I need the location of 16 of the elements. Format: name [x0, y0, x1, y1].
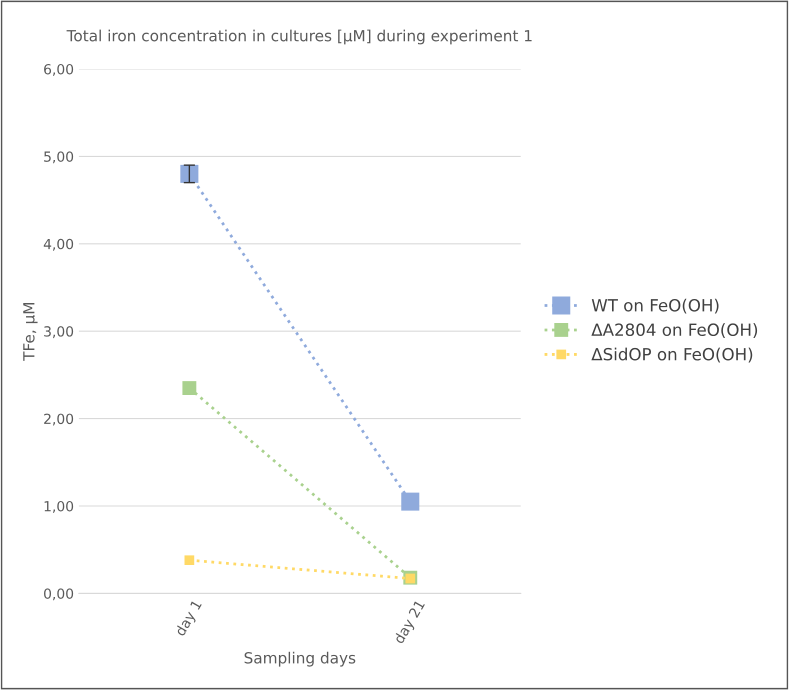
point: [401, 492, 420, 511]
legend-label: WT on FeO(OH): [592, 298, 719, 314]
y-tick-label: 4,00: [44, 238, 74, 251]
y-axis-title: TFe, µM: [23, 303, 38, 361]
point: [182, 381, 196, 395]
y-tick-label: 0,00: [44, 588, 74, 600]
y-tick-label: 5,00: [44, 151, 74, 164]
x-axis-title: Sampling days: [244, 652, 356, 667]
point: [184, 555, 194, 566]
chart-title: Total iron concentration in cultures [µM] during experiment 1: [66, 30, 532, 44]
y-tick-label: 3,00: [44, 326, 74, 338]
y-tick-label: 2,00: [44, 414, 74, 426]
y-tick-label: 6,00: [44, 64, 74, 76]
legend-label: ΔSidOP on FeO(OH): [591, 348, 752, 362]
legend-label: ΔA2804 on FeO(OH): [591, 323, 758, 338]
y-tick-label: 1,00: [44, 500, 74, 513]
